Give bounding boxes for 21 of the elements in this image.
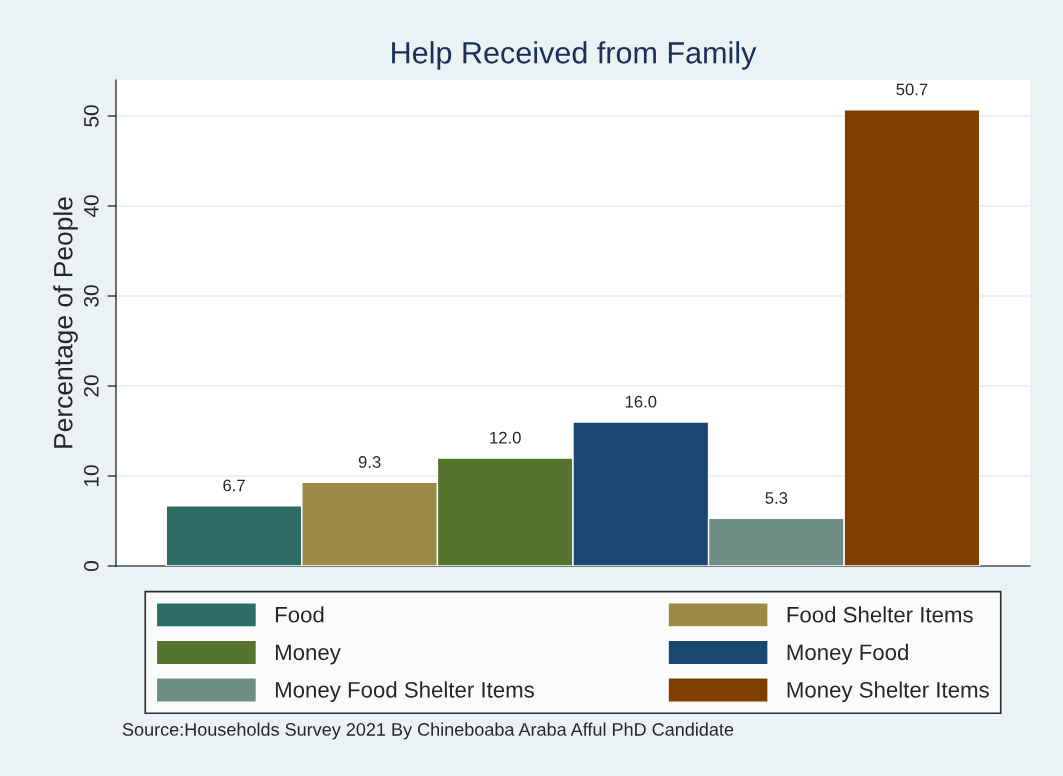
legend-label: Money Food Shelter Items — [275, 681, 534, 703]
y-tick-label: 40 — [83, 195, 99, 218]
y-tick-label: 20 — [83, 375, 99, 397]
legend-label: Food Shelter Items — [787, 606, 973, 623]
data-label: 50.7 — [896, 83, 928, 96]
data-label: 6.7 — [223, 479, 245, 492]
legend-label: Money Food — [787, 643, 908, 665]
y-tick-label: 10 — [83, 465, 99, 486]
y-tick-label: 0 — [83, 561, 99, 571]
chart-title: Help Received from Family — [392, 41, 757, 70]
data-label: 9.3 — [358, 456, 381, 468]
y-axis-title: Percentage of People — [53, 197, 78, 448]
source-note: Source:Households Survey 2021 By Chineboaba Araba Afful PhD Candidate — [122, 722, 734, 740]
legend-label: Money Shelter Items — [787, 681, 989, 703]
y-tick-label: 50 — [83, 105, 99, 127]
data-label: 16.0 — [625, 395, 657, 408]
data-label: 5.3 — [765, 492, 788, 504]
data-label: 12.0 — [490, 431, 521, 444]
legend-label: Money — [275, 644, 341, 665]
y-tick-label: 30 — [83, 285, 99, 307]
legend-label: Food — [275, 606, 324, 623]
